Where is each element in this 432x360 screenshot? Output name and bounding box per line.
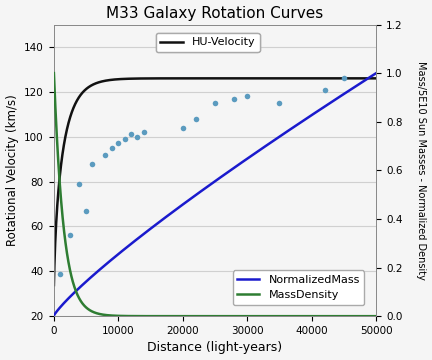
Point	[231, 96, 238, 102]
NormalizedMass	[68, 294, 73, 299]
Legend: HU-Velocity: HU-Velocity	[156, 33, 260, 52]
MassDensity	[200, 314, 205, 318]
Y-axis label: Mass/5E10 Sun Masses - Normalized Density: Mass/5E10 Sun Masses - Normalized Densit…	[416, 61, 426, 280]
Point	[134, 134, 141, 140]
Point	[276, 100, 283, 106]
NormalizedMass	[200, 188, 205, 193]
Point	[179, 125, 186, 131]
Point	[340, 76, 347, 81]
HU-Velocity	[364, 76, 369, 81]
Point	[121, 136, 128, 142]
Line: HU-Velocity: HU-Velocity	[54, 78, 376, 285]
NormalizedMass	[374, 71, 379, 75]
Point	[102, 152, 109, 158]
Title: M33 Galaxy Rotation Curves: M33 Galaxy Rotation Curves	[106, 5, 324, 21]
MassDensity	[305, 314, 310, 318]
HU-Velocity	[68, 114, 73, 119]
HU-Velocity	[374, 76, 379, 81]
Y-axis label: Rotational Velocity (km/s): Rotational Velocity (km/s)	[6, 94, 19, 246]
NormalizedMass	[364, 77, 369, 81]
MassDensity	[364, 314, 369, 318]
NormalizedMass	[51, 313, 57, 318]
MassDensity	[68, 270, 73, 274]
NormalizedMass	[208, 182, 213, 186]
Point	[114, 140, 121, 146]
Point	[321, 87, 328, 93]
HU-Velocity	[364, 76, 369, 81]
Point	[66, 233, 73, 238]
Point	[83, 208, 89, 213]
Point	[127, 131, 134, 137]
Point	[89, 161, 96, 166]
MassDensity	[208, 314, 213, 318]
HU-Velocity	[305, 76, 310, 81]
Legend: NormalizedMass, MassDensity: NormalizedMass, MassDensity	[233, 270, 364, 305]
HU-Velocity	[51, 283, 57, 287]
NormalizedMass	[364, 77, 369, 81]
Point	[211, 100, 218, 106]
Point	[108, 145, 115, 151]
HU-Velocity	[208, 76, 213, 81]
Point	[76, 181, 83, 187]
X-axis label: Distance (light-years): Distance (light-years)	[147, 341, 283, 355]
Line: NormalizedMass: NormalizedMass	[54, 73, 376, 315]
MassDensity	[364, 314, 369, 318]
Point	[192, 116, 199, 122]
Point	[57, 271, 64, 276]
Point	[140, 129, 147, 135]
MassDensity	[374, 314, 379, 318]
HU-Velocity	[200, 76, 205, 81]
Line: MassDensity: MassDensity	[54, 73, 376, 316]
Point	[244, 93, 251, 99]
MassDensity	[51, 71, 57, 75]
NormalizedMass	[305, 116, 310, 120]
